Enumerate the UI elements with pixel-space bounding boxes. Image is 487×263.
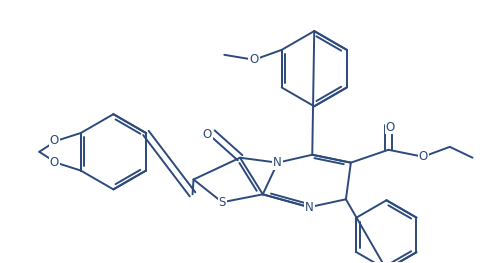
Text: O: O [203, 128, 212, 141]
Text: N: N [305, 201, 314, 214]
Text: S: S [219, 196, 226, 209]
Text: O: O [249, 53, 259, 66]
Text: O: O [50, 134, 59, 147]
Text: O: O [50, 156, 59, 169]
Text: N: N [273, 156, 282, 169]
Text: O: O [418, 150, 428, 163]
Text: O: O [386, 120, 395, 134]
